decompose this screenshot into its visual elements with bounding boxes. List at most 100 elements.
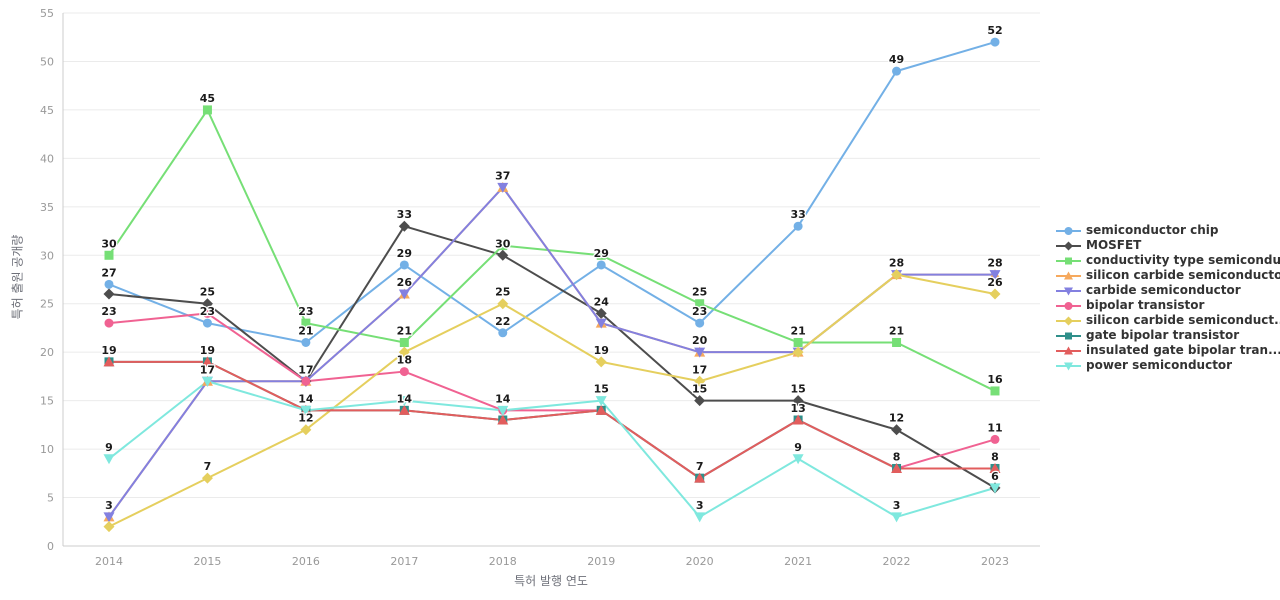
legend-item-carbide-semiconductor[interactable]: carbide semiconductor (1056, 283, 1280, 298)
data-point[interactable] (399, 367, 409, 377)
data-point[interactable] (595, 356, 607, 368)
data-point[interactable] (695, 318, 705, 328)
legend-label: carbide semiconductor (1086, 283, 1241, 297)
legend-item-insulated-gate-bipolar-tran[interactable]: insulated gate bipolar tran... (1056, 343, 1280, 358)
data-point[interactable] (399, 260, 409, 270)
data-point[interactable] (202, 105, 212, 115)
data-point[interactable] (398, 289, 410, 300)
data-point[interactable] (793, 337, 803, 347)
data-point[interactable] (595, 396, 607, 407)
data-point[interactable] (891, 512, 903, 523)
data-point[interactable] (398, 220, 410, 232)
data-point[interactable] (398, 404, 410, 415)
data-point[interactable] (596, 250, 606, 260)
data-point[interactable] (399, 337, 409, 347)
data-point[interactable] (989, 288, 1001, 300)
legend-label: insulated gate bipolar tran... (1086, 343, 1280, 357)
legend-item-semiconductor-chip[interactable]: semiconductor chip (1056, 223, 1280, 238)
data-point-label: 49 (889, 53, 904, 66)
data-point[interactable] (498, 241, 508, 251)
y-tick-label: 30 (40, 249, 54, 262)
data-point[interactable] (595, 307, 607, 319)
data-point[interactable] (694, 512, 706, 523)
data-point-label: 22 (495, 315, 510, 328)
data-point[interactable] (595, 318, 607, 329)
legend-item-silicon-carbide-semiconduct[interactable]: silicon carbide semiconduct... (1056, 313, 1280, 328)
data-point[interactable] (792, 414, 804, 425)
circle-marker-icon (1064, 226, 1073, 235)
data-point-label: 33 (790, 208, 805, 221)
data-point[interactable] (990, 37, 1000, 47)
data-point-label: 26 (987, 276, 1003, 289)
data-point[interactable] (103, 454, 115, 465)
data-point[interactable] (596, 260, 606, 270)
data-point[interactable] (891, 269, 903, 281)
data-point[interactable] (301, 337, 311, 347)
data-point[interactable] (989, 270, 1001, 281)
data-point-label: 3 (893, 499, 901, 512)
data-point[interactable] (694, 375, 706, 387)
data-point[interactable] (201, 472, 213, 484)
y-tick-label: 50 (40, 55, 54, 68)
x-tick-label: 2019 (587, 555, 615, 568)
y-tick-label: 10 (40, 443, 54, 456)
data-point[interactable] (300, 405, 312, 416)
data-point[interactable] (989, 462, 1001, 473)
data-point[interactable] (792, 346, 804, 358)
data-point-label: 8 (991, 450, 999, 463)
data-point[interactable] (497, 182, 509, 193)
data-point[interactable] (497, 405, 509, 416)
data-point[interactable] (103, 288, 115, 300)
data-point-label: 17 (200, 363, 215, 376)
circle-legend-icon (1056, 301, 1081, 310)
data-point-label: 28 (987, 257, 1002, 270)
data-point[interactable] (201, 356, 213, 367)
x-tick-label: 2021 (784, 555, 812, 568)
data-point[interactable] (989, 483, 1001, 494)
data-point[interactable] (201, 298, 213, 310)
data-point[interactable] (103, 521, 115, 533)
series-line (108, 360, 996, 480)
data-point[interactable] (595, 404, 607, 415)
legend-item-silicon-carbide-semiconductor[interactable]: silicon carbide semiconductor (1056, 268, 1280, 283)
data-point[interactable] (892, 66, 902, 76)
data-point[interactable] (398, 346, 410, 358)
data-point[interactable] (694, 472, 706, 483)
data-point[interactable] (793, 221, 803, 231)
data-point-label: 23 (200, 305, 215, 318)
data-point[interactable] (792, 454, 804, 465)
diamond-legend-icon (1056, 316, 1081, 325)
data-point[interactable] (694, 395, 706, 407)
data-point[interactable] (104, 318, 114, 328)
data-point[interactable] (497, 298, 509, 310)
data-point[interactable] (990, 434, 1000, 444)
data-point[interactable] (398, 396, 410, 407)
data-point[interactable] (103, 512, 115, 523)
data-point[interactable] (301, 376, 311, 386)
data-point[interactable] (694, 347, 706, 358)
data-point[interactable] (201, 376, 213, 387)
data-point[interactable] (497, 414, 509, 425)
data-point-label: 19 (200, 344, 215, 357)
data-point[interactable] (695, 299, 705, 309)
data-point[interactable] (497, 249, 509, 261)
data-point[interactable] (301, 318, 311, 328)
data-point[interactable] (892, 337, 902, 347)
data-point[interactable] (104, 250, 114, 260)
data-point[interactable] (202, 308, 212, 318)
legend-item-power-semiconductor[interactable]: power semiconductor (1056, 358, 1280, 373)
data-point[interactable] (300, 424, 312, 436)
data-point[interactable] (891, 424, 903, 436)
legend-item-bipolar-transistor[interactable]: bipolar transistor (1056, 298, 1280, 313)
data-point[interactable] (891, 462, 903, 473)
data-point[interactable] (792, 395, 804, 407)
legend-item-mosfet[interactable]: MOSFET (1056, 238, 1280, 253)
legend-item-gate-bipolar-transistor[interactable]: gate bipolar transistor (1056, 328, 1280, 343)
data-point[interactable] (104, 279, 114, 289)
data-point[interactable] (103, 356, 115, 367)
data-point[interactable] (498, 328, 508, 338)
data-point-label: 3 (696, 499, 704, 512)
data-point[interactable] (990, 386, 1000, 396)
legend-item-conductivity-type-semicondu[interactable]: conductivity type semicondu... (1056, 253, 1280, 268)
data-point[interactable] (202, 318, 212, 328)
